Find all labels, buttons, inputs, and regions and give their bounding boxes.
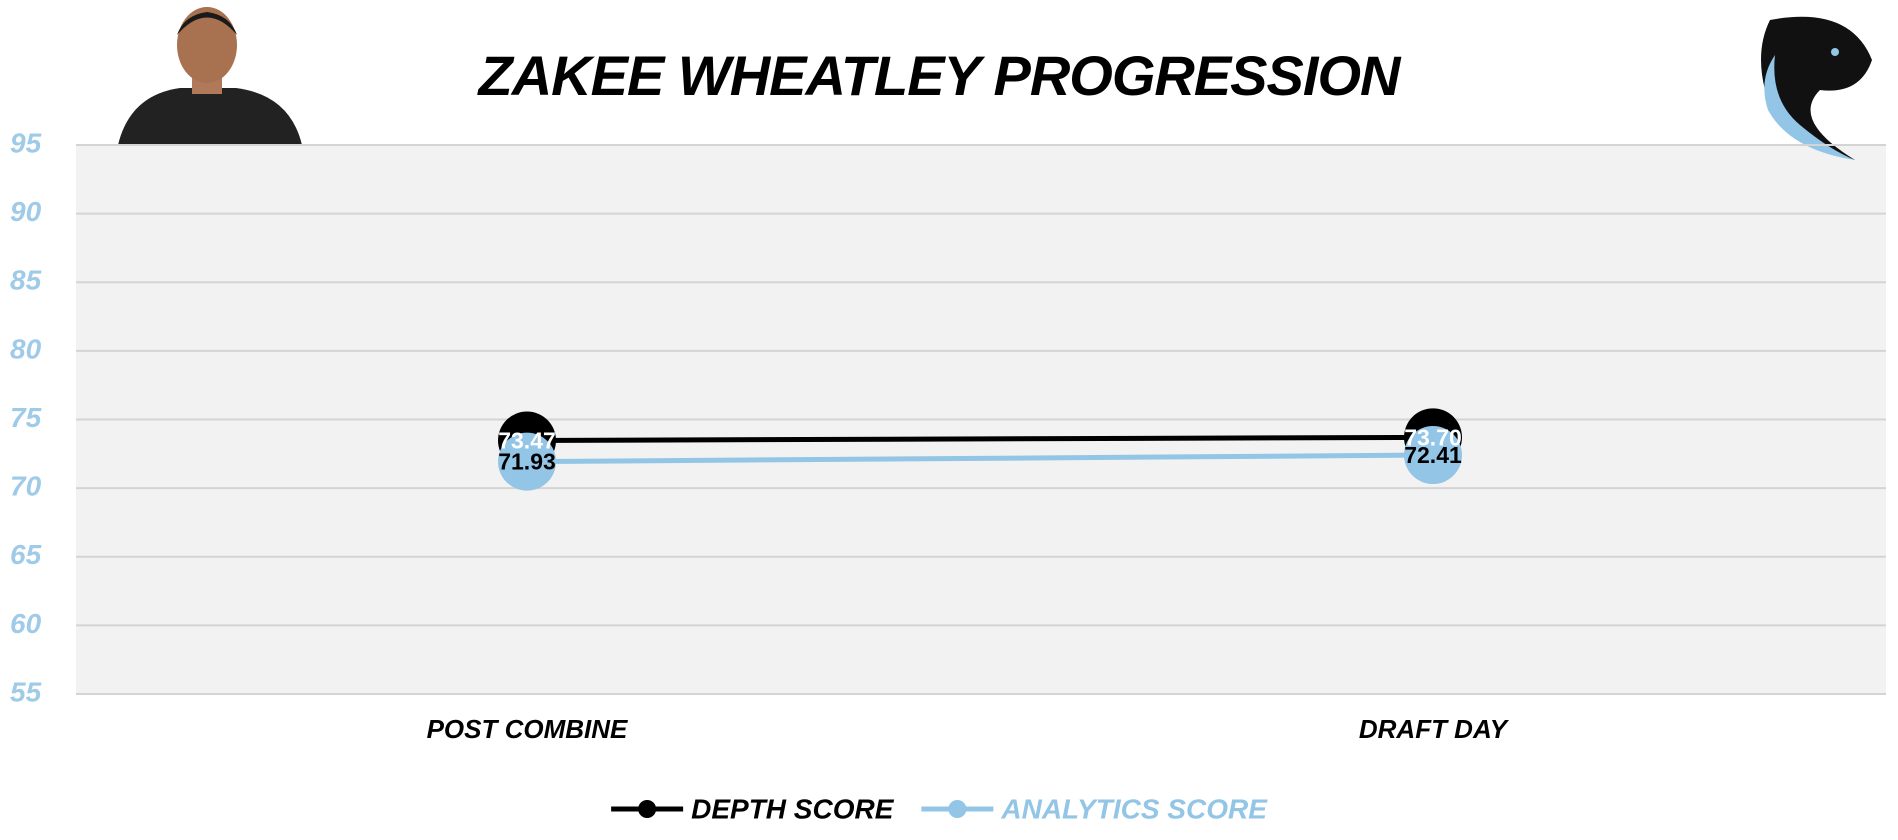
series-line	[526, 452, 1434, 465]
legend-label: DEPTH SCORE	[691, 793, 895, 824]
data-label: 73.47	[498, 428, 556, 454]
y-tick-label: 70	[10, 471, 42, 502]
data-label: 73.70	[1404, 424, 1462, 450]
player-photo	[118, 7, 302, 145]
chart-title: ZAKEE WHEATLEY PROGRESSION	[477, 44, 1402, 107]
legend-marker	[948, 800, 967, 818]
point	[498, 432, 556, 491]
y-tick-label: 65	[10, 539, 42, 570]
y-tick-label: 95	[10, 127, 42, 158]
legend-marker	[638, 800, 657, 818]
y-tick-label: 75	[10, 402, 42, 433]
legend-label: ANALYTICS SCORE	[1000, 793, 1268, 824]
data-label: 72.41	[1404, 442, 1462, 468]
x-tick-label: DRAFT DAY	[1359, 714, 1510, 744]
y-tick-label: 80	[10, 333, 42, 364]
y-tick-label: 55	[10, 676, 42, 707]
y-tick-label: 90	[10, 196, 42, 227]
point	[1404, 426, 1462, 485]
series-line	[526, 434, 1434, 443]
y-tick-label: 60	[10, 608, 42, 639]
x-tick-label: POST COMBINE	[427, 714, 628, 744]
data-label: 71.93	[498, 449, 556, 475]
team-logo	[1761, 16, 1872, 161]
legend: DEPTH SCORE ANALYTICS SCORE	[611, 793, 1268, 824]
y-tick-label: 85	[10, 265, 42, 296]
